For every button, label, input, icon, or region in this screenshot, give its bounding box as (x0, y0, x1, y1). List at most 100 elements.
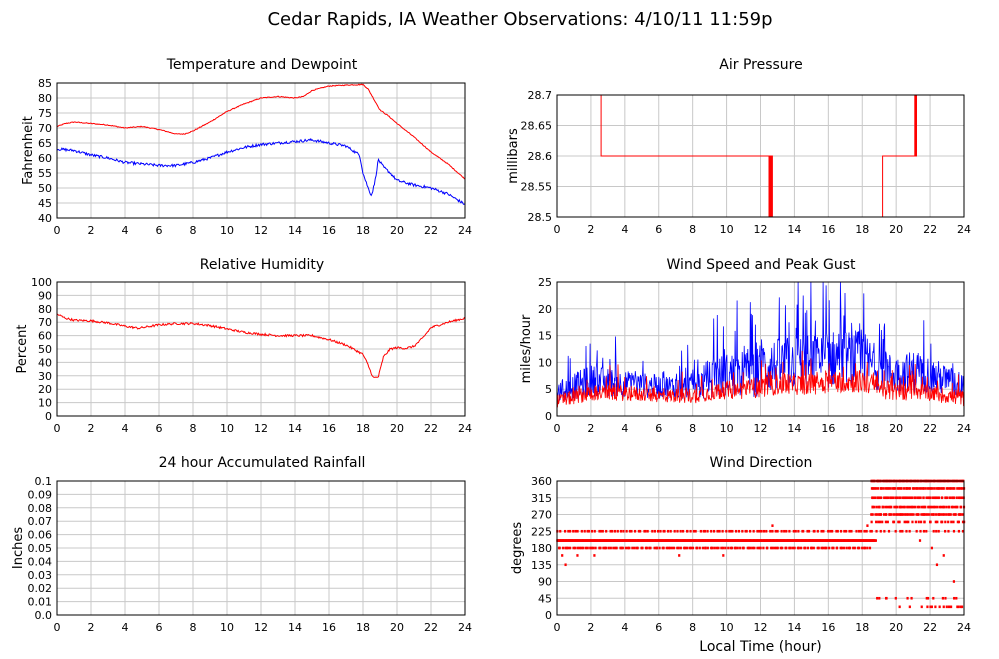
data-point (812, 546, 815, 550)
x-tick-label: 6 (156, 224, 163, 237)
data-point (919, 520, 923, 524)
data-point (775, 546, 778, 550)
y-tick-label: 55 (38, 167, 52, 180)
y-tick-label: 10 (38, 397, 52, 410)
data-point (672, 546, 676, 550)
data-point (703, 529, 707, 533)
series-direction-0 (556, 479, 966, 609)
y-axis-label: Inches (11, 527, 26, 569)
data-point (806, 546, 810, 550)
data-point (913, 505, 917, 509)
data-point (653, 529, 656, 533)
data-point (785, 546, 788, 550)
data-point (929, 487, 933, 490)
data-point (558, 546, 561, 550)
plot-frame (56, 82, 466, 219)
data-point (948, 505, 951, 509)
data-point (901, 496, 905, 500)
x-tick-label: 0 (554, 223, 561, 236)
data-point (927, 496, 931, 500)
data-point (916, 487, 919, 490)
data-point (561, 554, 564, 557)
data-point (832, 546, 835, 550)
data-point (731, 546, 734, 550)
data-point (716, 529, 719, 533)
data-point (931, 487, 934, 490)
data-point (646, 529, 649, 533)
data-point (684, 546, 687, 550)
data-point (840, 546, 843, 550)
data-point (677, 546, 680, 550)
y-tick-label: 0.05 (28, 542, 53, 555)
data-point (649, 546, 652, 550)
data-point (587, 529, 590, 533)
data-point (904, 496, 907, 500)
data-point (572, 546, 575, 550)
data-point (903, 496, 906, 500)
x-tick-label: 24 (458, 224, 472, 237)
data-point (935, 513, 938, 516)
x-tick-label: 2 (88, 621, 95, 634)
data-point (628, 529, 632, 533)
data-point (938, 605, 941, 609)
x-tick-label: 24 (957, 422, 971, 435)
data-point (876, 596, 879, 600)
data-point (954, 513, 957, 516)
data-point (936, 496, 939, 500)
data-point (920, 505, 923, 509)
x-tick-label: 6 (655, 223, 662, 236)
x-tick-label: 20 (889, 223, 903, 236)
data-point (935, 563, 939, 567)
data-point (797, 529, 800, 533)
data-point (957, 520, 961, 524)
data-point (900, 513, 903, 516)
data-point (828, 546, 831, 550)
data-point (941, 513, 944, 516)
data-point (704, 546, 707, 550)
data-point (729, 529, 732, 533)
data-point (899, 529, 902, 533)
data-point (907, 487, 910, 490)
x-tick-label: 18 (356, 224, 370, 237)
x-tick-label: 24 (458, 422, 472, 435)
data-point (926, 487, 930, 490)
x-tick-label: 12 (754, 223, 768, 236)
data-point (734, 529, 738, 533)
data-point (901, 529, 904, 533)
y-tick-label: 0.07 (28, 515, 53, 528)
data-point (711, 546, 714, 550)
x-tick-label: 20 (889, 621, 903, 634)
data-point (637, 529, 641, 533)
data-point (870, 513, 873, 516)
data-point (901, 513, 905, 516)
data-point (915, 513, 918, 516)
data-point (628, 546, 631, 550)
data-point (947, 487, 950, 490)
y-tick-label: 70 (38, 122, 52, 135)
data-point (903, 520, 906, 524)
series-temp-1 (56, 137, 466, 205)
x-tick-label: 4 (122, 224, 129, 237)
data-point (665, 546, 668, 550)
y-tick-label: 40 (38, 356, 52, 369)
data-point (625, 529, 628, 533)
data-point (910, 513, 913, 516)
data-point (897, 520, 900, 524)
x-tick-label: 10 (220, 422, 234, 435)
data-point (866, 524, 869, 527)
y-tick-label: 0 (45, 410, 52, 423)
chart-title: Air Pressure (719, 57, 802, 73)
x-tick-label: 6 (156, 422, 163, 435)
data-point (933, 487, 936, 490)
data-point (845, 546, 848, 550)
data-point (936, 505, 939, 509)
data-point (945, 513, 948, 516)
x-tick-label: 20 (889, 422, 903, 435)
y-tick-label: 70 (38, 316, 52, 329)
data-point (792, 529, 795, 533)
data-point (900, 505, 903, 509)
data-point (746, 546, 749, 550)
data-point (941, 596, 945, 600)
data-point (621, 546, 624, 550)
